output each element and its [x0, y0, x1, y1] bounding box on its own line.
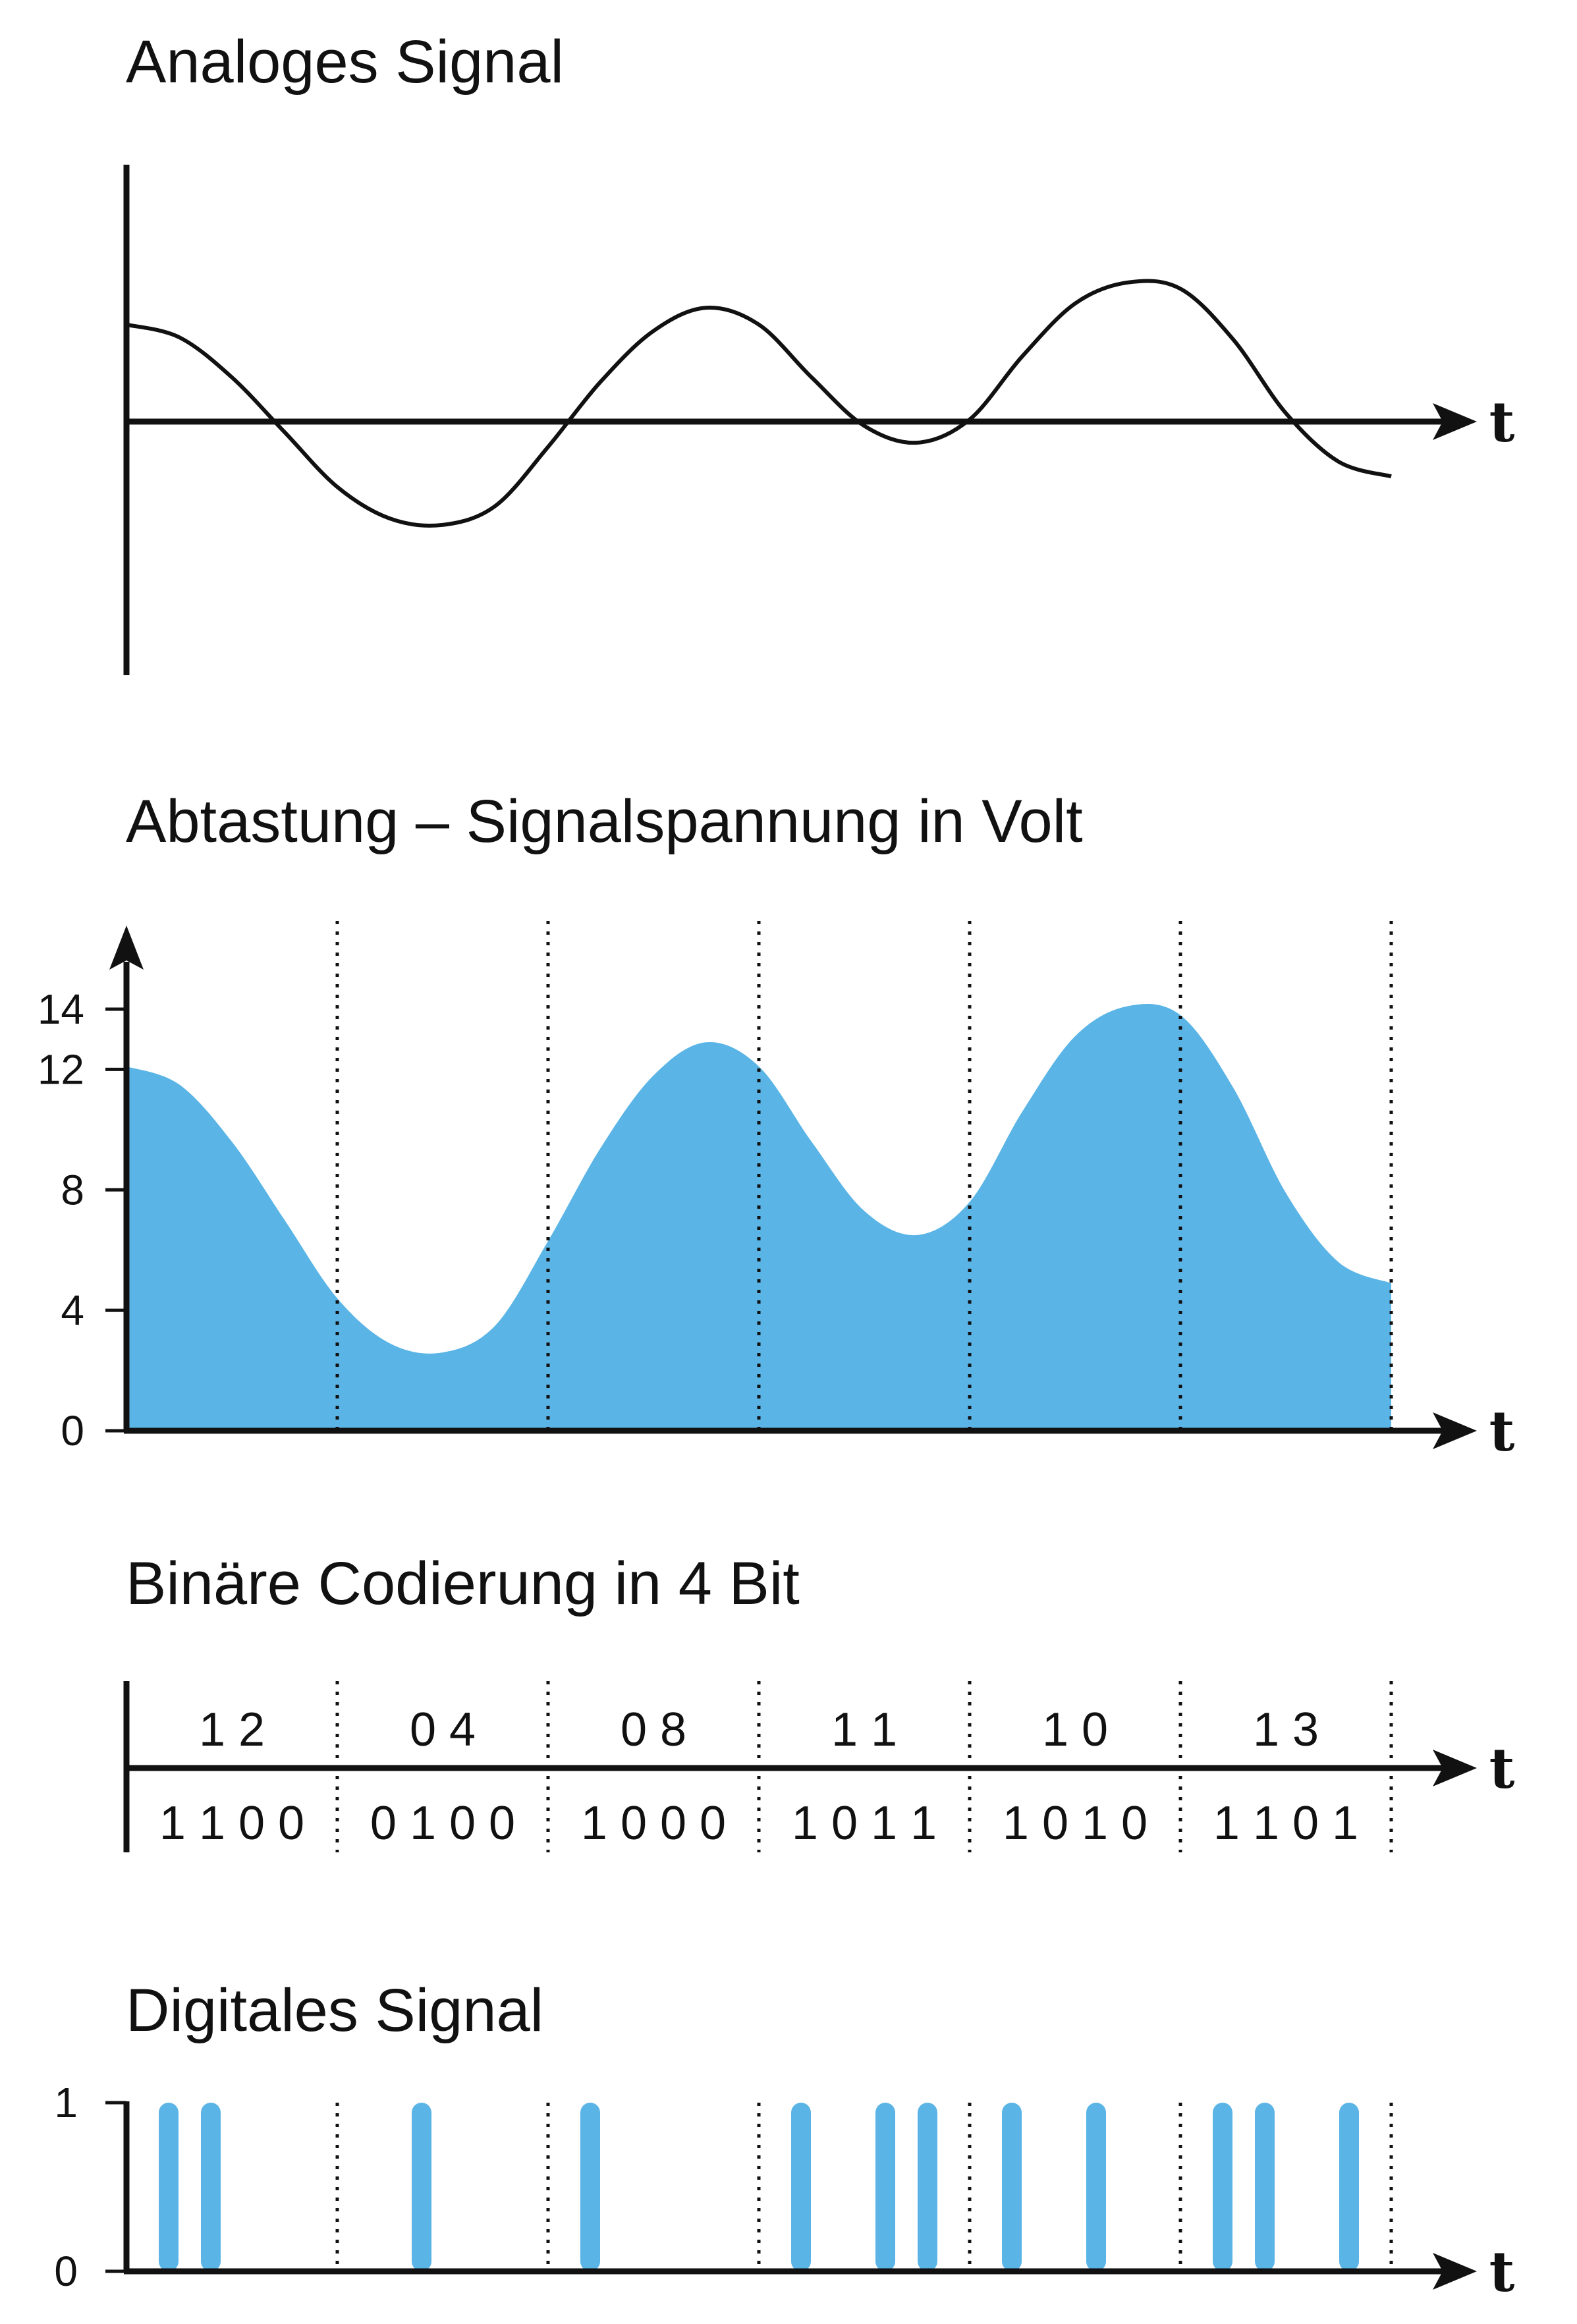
sample-value-6: 1 3 — [1253, 1703, 1319, 1756]
coding-markers — [335, 1681, 1393, 1852]
sample-bits-1: 1 1 0 0 — [159, 1797, 304, 1850]
sampling-y-ticks: 0 4 8 12 14 — [38, 985, 126, 1454]
sample-bits-6: 1 1 0 1 — [1213, 1797, 1358, 1850]
digital-pulse-3 — [412, 2103, 431, 2271]
sample-bits-3: 1 0 0 0 — [581, 1797, 726, 1850]
digital-t-label: t — [1489, 2239, 1515, 2304]
digital-pulse-11 — [1255, 2103, 1275, 2271]
digital-pulse-4 — [580, 2103, 600, 2271]
digital-pulse-8 — [1002, 2103, 1022, 2271]
analog-t-label: t — [1489, 389, 1515, 455]
coding-labels: 1 2 1 1 0 0 0 4 0 1 0 0 0 8 1 0 0 0 1 1 1 0 1 1… — [159, 1703, 1358, 1850]
digital-x-arrowhead — [1433, 2253, 1477, 2290]
analog-signal-curve — [126, 279, 1392, 528]
sample-value-3: 0 8 — [621, 1703, 686, 1756]
analog-signal-title: Analoges Signal — [126, 28, 564, 96]
sampling-y-arrowhead — [109, 926, 144, 970]
sampling-tick-label-0: 0 — [61, 1407, 84, 1454]
digital-panel: t 1 0 — [54, 2079, 1514, 2304]
sampling-t-label: t — [1489, 1398, 1515, 1464]
digital-tick-label-0: 0 — [54, 2248, 78, 2295]
digital-pulse-7 — [918, 2103, 937, 2271]
digital-markers — [335, 2103, 1393, 2271]
sampling-tick-label-14: 14 — [38, 985, 84, 1033]
sample-bits-5: 1 0 1 0 — [1003, 1797, 1148, 1850]
coding-t-label: t — [1489, 1736, 1515, 1801]
sample-value-5: 1 0 — [1042, 1703, 1108, 1756]
analog-panel: t — [123, 165, 1515, 675]
digital-pulse-10 — [1213, 2103, 1232, 2271]
sampling-title: Abtastung – Signalspannung in Volt — [126, 788, 1083, 855]
digital-pulse-9 — [1086, 2103, 1106, 2271]
sample-bits-2: 0 1 0 0 — [370, 1797, 515, 1850]
sampling-markers — [335, 921, 1393, 1431]
sample-value-2: 0 4 — [410, 1703, 476, 1756]
sampling-tick-label-8: 8 — [61, 1166, 84, 1213]
digital-signal-title: Digitales Signal — [126, 1977, 544, 2044]
sampling-tick-label-12: 12 — [38, 1045, 84, 1093]
sampling-tick-label-4: 4 — [61, 1286, 84, 1334]
digital-pulse-6 — [875, 2103, 895, 2271]
sample-value-4: 1 1 — [831, 1703, 897, 1756]
binary-coding-title: Binäre Codierung in 4 Bit — [126, 1550, 800, 1617]
sampling-panel: t 0 4 8 12 14 — [38, 921, 1515, 1464]
analog-x-arrowhead — [1433, 403, 1477, 440]
sampling-x-arrowhead — [1433, 1412, 1477, 1449]
coding-panel: t 1 2 1 1 0 0 0 4 0 1 0 0 0 8 1 0 0 0 1 1 1 0 1… — [123, 1681, 1515, 1852]
sample-bits-4: 1 0 1 1 — [792, 1797, 937, 1850]
digital-pulse-1 — [159, 2103, 179, 2271]
coding-x-arrowhead — [1433, 1750, 1477, 1786]
digital-pulse-5 — [791, 2103, 811, 2271]
digital-pulse-12 — [1339, 2103, 1359, 2271]
digital-tick-label-1: 1 — [54, 2079, 78, 2126]
digital-pulses — [159, 2103, 1359, 2271]
digital-pulse-2 — [201, 2103, 221, 2271]
sample-value-1: 1 2 — [199, 1703, 265, 1756]
